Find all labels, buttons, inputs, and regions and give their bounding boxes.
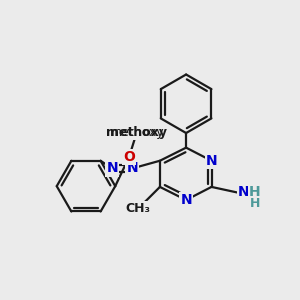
Text: N: N — [206, 154, 217, 168]
Text: N: N — [106, 161, 118, 176]
Text: methoxy: methoxy — [106, 126, 167, 139]
Text: H: H — [249, 184, 260, 199]
Text: CH₃: CH₃ — [126, 202, 151, 215]
Text: methoxy: methoxy — [110, 126, 164, 139]
Text: N: N — [238, 184, 250, 199]
Text: H: H — [249, 197, 260, 210]
Text: O: O — [123, 150, 135, 164]
Text: N: N — [180, 193, 192, 207]
Text: N: N — [126, 161, 138, 176]
